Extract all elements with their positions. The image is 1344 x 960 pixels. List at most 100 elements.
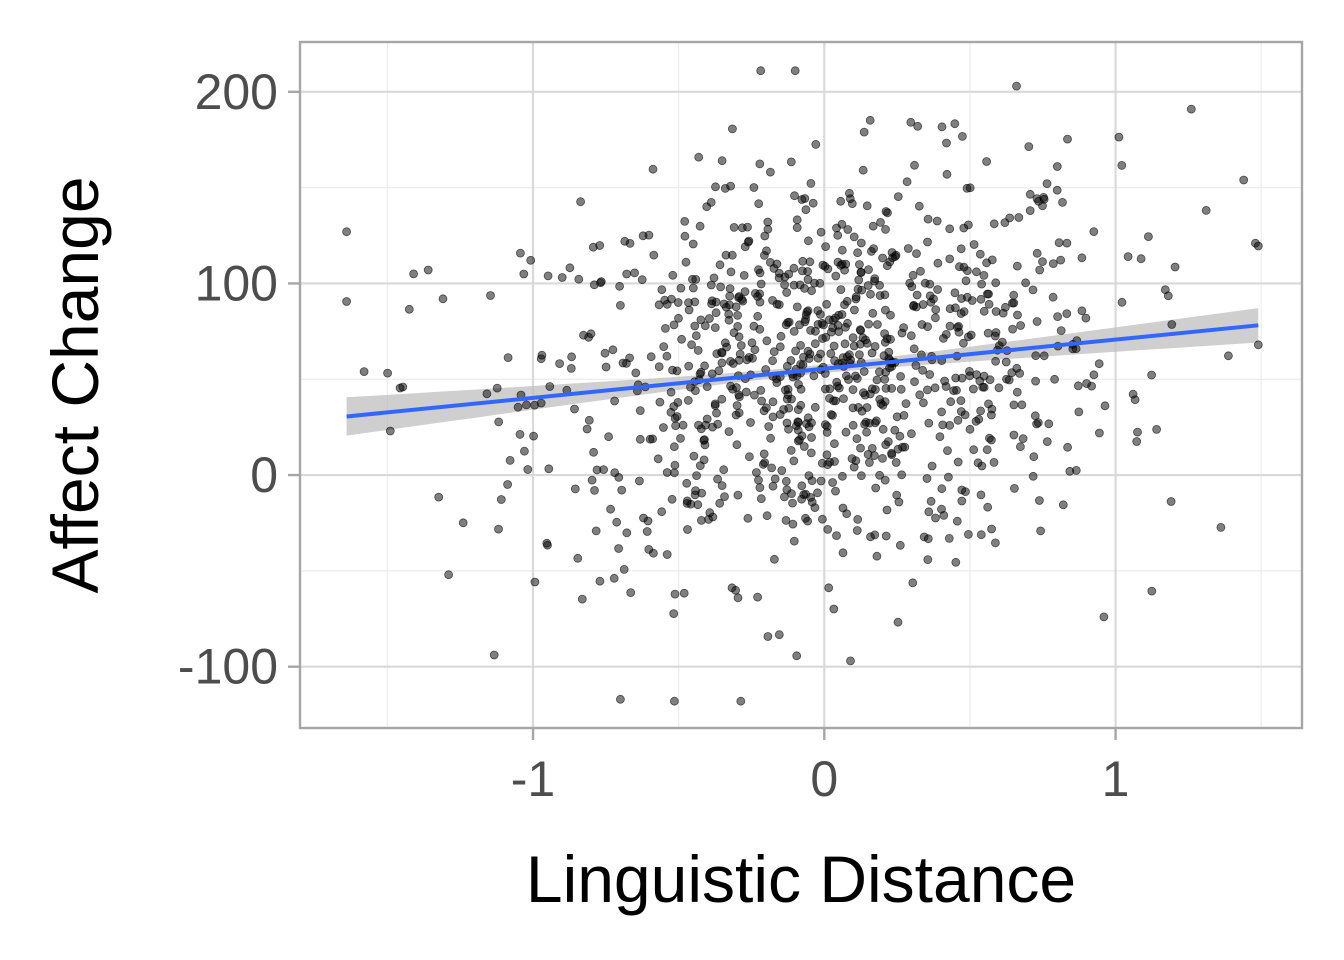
scatter-point [822,450,832,460]
scatter-point [875,470,884,480]
scatter-point [565,263,575,273]
scatter-point [774,630,784,640]
scatter-point [959,223,969,233]
scatter-point [909,344,919,354]
scatter-point [770,554,779,564]
scatter-point [853,515,863,524]
scatter-point [657,507,667,517]
scatter-point [880,290,890,300]
scatter-point [790,191,799,201]
scatter-point [610,468,620,478]
scatter-point [852,434,862,444]
scatter-point [864,319,873,329]
scatter-point [799,442,809,451]
scatter-point [434,492,444,502]
scatter-point [868,221,878,231]
scatter-point [789,536,799,546]
scatter-point [997,337,1007,347]
scatter-point [763,217,773,227]
scatter-point [638,231,648,241]
scatter-point [912,249,921,259]
scatter-point [919,398,928,408]
scatter-point [869,244,878,254]
scatter-point [881,531,891,541]
scatter-point [897,470,907,480]
scatter-point [909,301,918,311]
scatter-point [526,255,536,265]
scatter-point [925,370,935,379]
scatter-point [964,332,973,342]
scatter-point [910,160,919,170]
scatter-point [359,367,369,377]
scatter-point [915,390,925,400]
scatter-point [788,498,797,508]
scatter-point [423,265,433,275]
scatter-point [536,398,546,408]
scatter-point [1062,309,1072,319]
scatter-point [731,410,741,420]
scatter-point [680,231,690,241]
scatter-point [782,361,792,371]
scatter-point [1224,351,1233,361]
scatter-point [626,588,636,597]
scatter-point [631,368,641,378]
scatter-point [700,440,710,450]
scatter-point [717,394,727,404]
scatter-point [666,387,676,397]
scatter-point [830,356,839,366]
scatter-point [830,439,839,449]
scatter-point [823,525,833,534]
scatter-point [822,421,832,431]
scatter-point [622,269,632,279]
scatter-point [776,331,786,341]
scatter-point [686,382,695,392]
scatter-point [586,329,596,339]
scatter-point [965,183,975,193]
scatter-point [875,394,885,404]
scatter-point [867,384,877,394]
scatter-point [694,420,703,430]
scatter-point [711,308,721,318]
scatter-point [957,496,967,506]
scatter-point [591,526,601,536]
scatter-point [1094,359,1104,369]
scatter-point [614,544,623,553]
scatter-point [818,334,827,343]
scatter-point [887,450,897,460]
scatter-point [810,402,820,412]
scatter-point [1089,227,1099,237]
scatter-point [669,442,679,452]
scatter-point [848,385,858,395]
scatter-point [914,201,924,211]
scatter-point [959,307,969,317]
scatter-point [991,307,1001,316]
regression-line-layer [346,323,1259,419]
scatter-point [797,494,806,504]
scatter-point [762,511,772,521]
scatter-point [754,475,763,485]
scatter-point [503,353,513,363]
scatter-point [494,524,503,534]
scatter-point [789,263,799,273]
scatter-point [1025,206,1035,216]
scatter-point [692,471,701,481]
scatter-point [862,427,871,437]
scatter-point [831,486,840,496]
scatter-point [870,341,880,351]
scatter-point [625,353,634,363]
scatter-point [774,300,784,310]
scatter-point [896,371,905,381]
scatter-point [886,334,895,344]
scatter-point [648,434,657,444]
scatter-point [693,345,703,355]
scatter-point [438,294,448,304]
scatter-point [868,308,878,318]
scatter-point [1052,162,1062,171]
scatter-point [963,266,972,276]
scatter-point [1147,586,1157,596]
scatter-point [1081,313,1091,323]
scatter-point [1050,374,1059,384]
scatter-point [824,583,834,593]
scatter-point [678,420,688,430]
scatter-point [923,237,932,247]
